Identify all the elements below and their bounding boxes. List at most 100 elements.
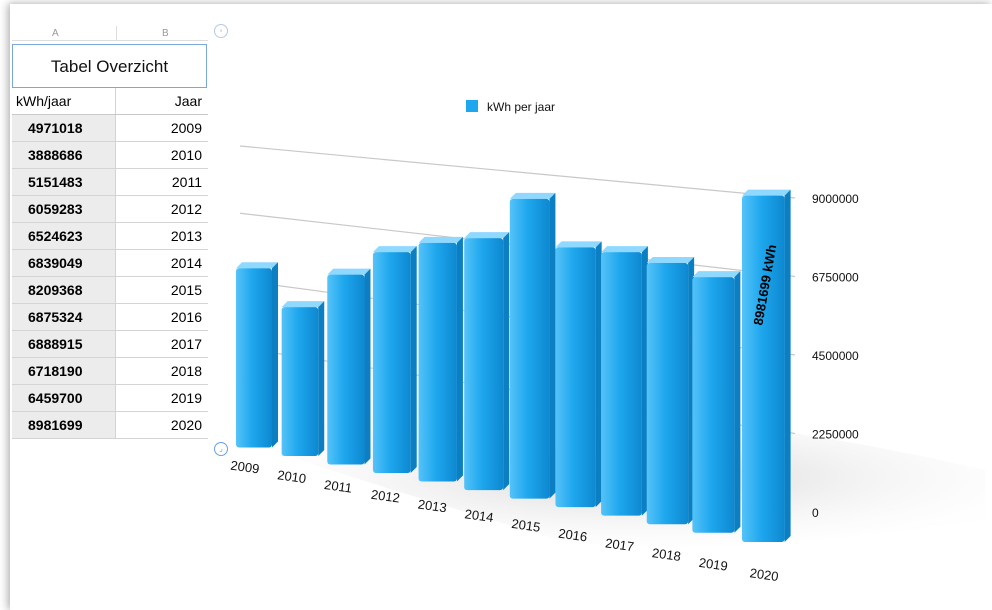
header-jaar: Jaar	[174, 93, 202, 109]
bar-top	[692, 271, 741, 278]
x-tick-label: 2011	[323, 477, 353, 496]
cell-jaar[interactable]: 2010	[170, 147, 202, 163]
bar	[509, 198, 550, 499]
column-header-b[interactable]: B	[162, 28, 169, 39]
bar-top	[281, 301, 325, 308]
table-row[interactable]: 6459700 2019	[12, 385, 208, 412]
x-tick-label: 2016	[557, 526, 588, 545]
cell-jaar[interactable]: 2009	[170, 120, 202, 136]
bar-top	[646, 257, 695, 264]
cell-kwh[interactable]: 8209368	[12, 277, 116, 303]
x-tick-label: 2020	[749, 565, 780, 584]
table-row[interactable]: 6059283 2012	[12, 196, 208, 223]
bar-top	[418, 236, 463, 243]
bar	[372, 252, 411, 474]
table-row[interactable]: 8209368 2015	[12, 277, 208, 304]
x-tick-label: 2012	[370, 487, 401, 506]
column-header-a[interactable]: A	[52, 28, 59, 39]
table-row[interactable]: 3888686 2010	[12, 142, 208, 169]
cell-jaar[interactable]: 2017	[170, 336, 202, 352]
bar-top	[509, 192, 556, 199]
cell-kwh[interactable]: 6839049	[12, 250, 116, 276]
column-header-row[interactable]: A B	[12, 22, 208, 41]
table-row[interactable]: 4971018 2009	[12, 115, 208, 142]
table-row[interactable]: 8981699 2020	[12, 412, 208, 439]
cell-kwh[interactable]: 5151483	[12, 169, 116, 195]
bar	[742, 195, 785, 542]
bar-side	[364, 268, 371, 465]
cell-kwh[interactable]: 6718190	[12, 358, 116, 384]
x-tick-label: 2015	[511, 516, 542, 535]
cell-kwh[interactable]: 6888915	[12, 331, 116, 357]
resize-handle-icon[interactable]: ◦	[214, 24, 228, 38]
cell-jaar[interactable]: 2015	[170, 282, 202, 298]
cell-jaar[interactable]: 2014	[170, 255, 202, 271]
column-divider	[116, 26, 117, 40]
bar-side	[503, 232, 510, 491]
legend-swatch	[466, 100, 478, 112]
y-tick-label: 0	[812, 506, 819, 520]
bar	[646, 263, 689, 525]
cell-jaar[interactable]: 2012	[170, 201, 202, 217]
bar-side	[410, 246, 417, 474]
cell-kwh[interactable]: 6875324	[12, 304, 116, 330]
table-row[interactable]: 5151483 2011	[12, 169, 208, 196]
cell-kwh[interactable]: 6459700	[12, 385, 116, 411]
cell-kwh[interactable]: 3888686	[12, 142, 116, 168]
x-tick-label: 2017	[604, 535, 635, 554]
table-header-row: kWh/jaar Jaar	[12, 88, 208, 115]
bar-top	[236, 262, 278, 269]
bar	[555, 247, 596, 508]
cell-kwh[interactable]: 6059283	[12, 196, 116, 222]
gridline	[239, 145, 796, 199]
bar-side	[784, 189, 791, 542]
table-row[interactable]: 6524623 2013	[12, 223, 208, 250]
table-row[interactable]: 6875324 2016	[12, 304, 208, 331]
x-tick-label: 2019	[698, 555, 729, 574]
bar-top	[327, 268, 371, 275]
x-tick-label: 2009	[230, 458, 261, 477]
bar-top	[601, 246, 648, 253]
bar-top	[555, 241, 602, 248]
bar-top	[464, 232, 510, 239]
cell-jaar[interactable]: 2011	[171, 174, 202, 190]
legend-label: kWh per jaar	[487, 100, 555, 114]
bar-top	[742, 189, 791, 196]
table-title: Tabel Overzicht	[12, 44, 207, 88]
cell-jaar[interactable]: 2018	[170, 363, 202, 379]
table-row[interactable]: 6718190 2018	[12, 358, 208, 385]
table-row[interactable]: 6839049 2014	[12, 250, 208, 277]
cell-kwh[interactable]: 4971018	[12, 115, 116, 141]
bar	[418, 242, 457, 482]
cell-jaar[interactable]: 2019	[170, 390, 202, 406]
table-resize-icon[interactable]: ⌟	[214, 442, 228, 456]
bar	[464, 238, 504, 491]
x-tick-label: 2018	[651, 545, 682, 564]
bar-side	[549, 192, 556, 499]
table-row[interactable]: 6888915 2017	[12, 331, 208, 358]
bar	[692, 277, 735, 533]
bar-side	[318, 301, 325, 456]
cell-jaar[interactable]: 2020	[170, 417, 202, 433]
cell-kwh[interactable]: 8981699	[12, 412, 116, 438]
bar	[236, 268, 272, 448]
bar-side	[595, 241, 602, 508]
bar-side	[734, 271, 741, 533]
cell-jaar[interactable]: 2013	[170, 228, 202, 244]
cell-kwh[interactable]: 6524623	[12, 223, 116, 249]
bar	[601, 252, 642, 516]
x-tick-label: 2013	[417, 496, 448, 515]
x-tick-label: 2010	[276, 467, 307, 486]
bar	[327, 274, 365, 465]
bar-side	[456, 236, 463, 482]
y-tick-label: 9000000	[812, 192, 859, 206]
y-tick-label: 4500000	[812, 349, 859, 363]
cell-jaar[interactable]: 2016	[170, 309, 202, 325]
bar-side	[641, 246, 648, 516]
y-tick-label: 6750000	[812, 271, 859, 285]
bar	[281, 307, 319, 456]
header-kwh: kWh/jaar	[12, 88, 116, 114]
y-tick-label: 2250000	[812, 428, 859, 442]
x-tick-label: 2014	[464, 506, 495, 525]
